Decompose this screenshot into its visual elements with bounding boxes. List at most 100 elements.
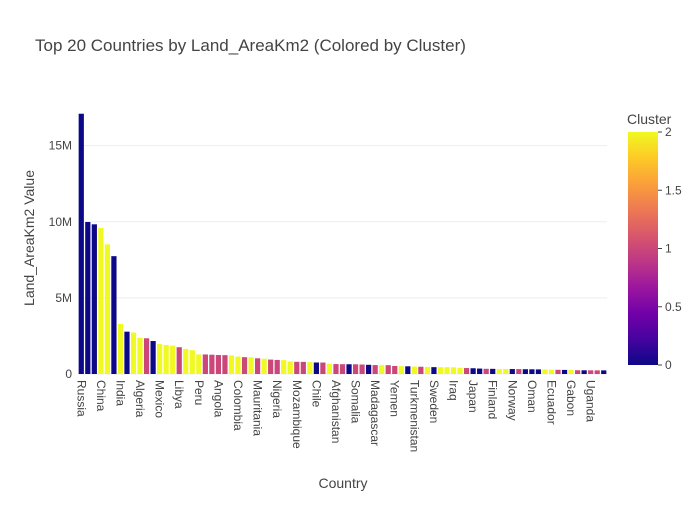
x-tick-label: Algeria (133, 380, 147, 418)
bar (339, 364, 346, 374)
bar (398, 366, 404, 374)
bar (170, 345, 176, 374)
bar (326, 363, 333, 374)
chart-title: Top 20 Countries by Land_AreaKm2 (Colore… (35, 36, 466, 55)
bar (313, 362, 319, 374)
bar (457, 367, 463, 374)
colorbar-tick-label: 2 (665, 125, 672, 139)
bar (346, 364, 352, 374)
bar (522, 369, 528, 374)
bar (385, 365, 391, 374)
bar (555, 369, 561, 374)
bar (463, 368, 470, 374)
bar (333, 364, 339, 374)
x-tick-label: Gabon (564, 380, 578, 416)
bar (542, 369, 548, 374)
x-tick-label: Finland (486, 380, 500, 419)
bar (594, 370, 600, 374)
bar (437, 367, 444, 374)
bar (98, 227, 104, 374)
y-axis-title: Land_AreaKm2 Value (21, 170, 37, 306)
x-tick-label: Oman (525, 380, 539, 413)
x-tick-label: Angola (211, 380, 225, 418)
x-tick-label: Russia (74, 380, 88, 417)
bar (359, 364, 365, 374)
bar (111, 256, 117, 374)
colorbar-tick-label: 1 (665, 242, 672, 256)
bar (85, 222, 91, 374)
bar (352, 364, 359, 374)
bar (300, 361, 306, 374)
bar (529, 369, 535, 374)
bar (176, 347, 182, 374)
bar (477, 368, 483, 374)
bar (568, 369, 574, 374)
bar (78, 113, 84, 375)
y-tick-label: 0 (65, 367, 72, 381)
bar (483, 368, 489, 374)
y-tick-label: 10M (49, 215, 72, 229)
x-tick-label: Chile (309, 380, 323, 408)
bar (143, 338, 150, 374)
bar (372, 365, 378, 374)
x-tick-label: Japan (466, 380, 480, 413)
bar (274, 359, 280, 374)
bar (196, 354, 202, 374)
x-tick-label: Turkmenistan (407, 380, 421, 452)
bar (588, 370, 594, 374)
bar (496, 368, 502, 374)
bar (418, 366, 424, 374)
x-tick-label: Yemen (388, 380, 402, 417)
bar (405, 366, 411, 374)
x-tick-label: Peru (192, 380, 206, 405)
bar (222, 355, 228, 374)
colorbar-title: Cluster (627, 111, 672, 127)
x-tick-label: Mauritania (251, 380, 265, 436)
x-axis-title: Country (318, 475, 367, 491)
bar (320, 362, 326, 374)
bar (137, 337, 143, 374)
bar (104, 244, 111, 374)
bar (601, 370, 607, 374)
x-tick-label: Libya (172, 380, 186, 409)
colorbar (628, 132, 658, 365)
bar (228, 355, 235, 374)
bar (235, 356, 241, 374)
x-tick-label: Afghanistan (329, 380, 343, 443)
bar (189, 350, 195, 374)
y-tick-label: 15M (49, 139, 72, 153)
bar (490, 368, 496, 374)
bar (366, 364, 372, 374)
bar (424, 366, 431, 374)
colorbar-tick-label: 0 (665, 358, 672, 372)
bar (261, 358, 267, 374)
bar (91, 224, 97, 374)
bar (574, 370, 581, 374)
x-tick-label: Sweden (427, 380, 441, 423)
bar (581, 370, 587, 374)
bar (379, 365, 385, 374)
bar (183, 348, 189, 374)
x-tick-label: China (94, 380, 108, 412)
x-tick-label: Norway (505, 380, 519, 421)
x-tick-label: Mozambique (290, 380, 304, 449)
y-tick-label: 5M (55, 291, 72, 305)
bar (561, 369, 568, 374)
x-tick-label: Nigeria (270, 380, 284, 418)
x-tick-label: Madagascar (368, 380, 382, 446)
bar (503, 368, 509, 374)
x-tick-label: Uganda (584, 380, 598, 422)
bar (202, 354, 208, 374)
bar (281, 360, 287, 374)
bar (294, 361, 300, 374)
bar (516, 369, 522, 374)
colorbar-tick-label: 0.5 (665, 300, 682, 314)
bar (392, 365, 398, 374)
bar (150, 341, 156, 374)
colorbar-tick-label: 1.5 (665, 183, 682, 197)
x-tick-label: Colombia (231, 380, 245, 431)
bar (431, 367, 437, 374)
bar (470, 368, 476, 374)
bar (241, 357, 248, 374)
